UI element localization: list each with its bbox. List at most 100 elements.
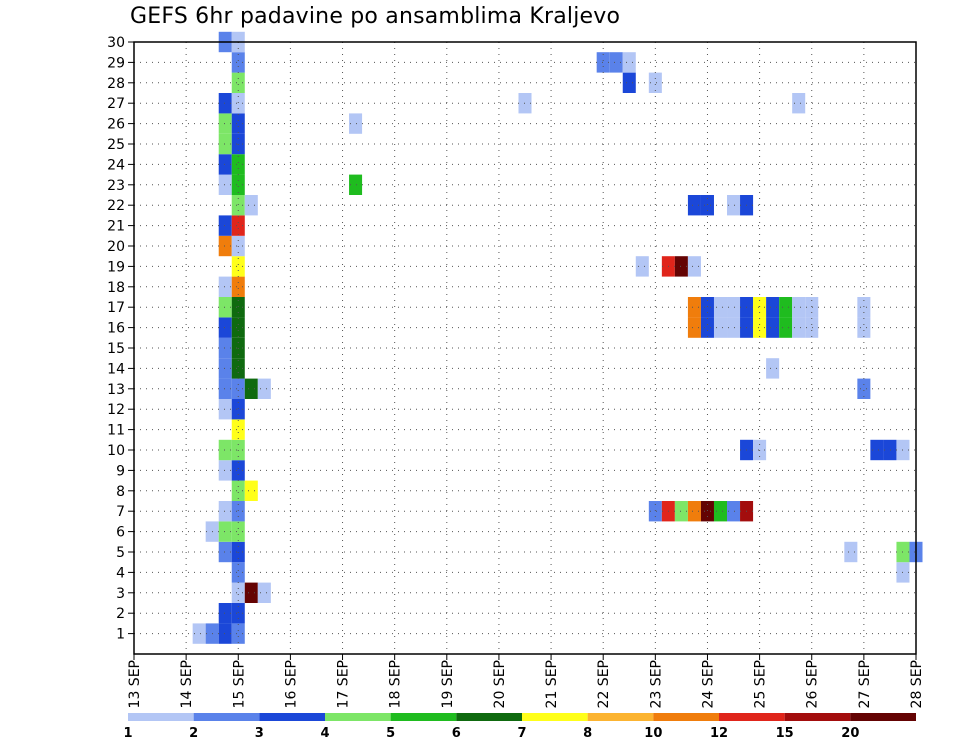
y-tick-label: 2 bbox=[116, 606, 125, 622]
heatmap-cell bbox=[257, 378, 271, 399]
heatmap-cell bbox=[596, 52, 610, 73]
x-tick-label: 20 SEP bbox=[492, 660, 508, 708]
colorbar-label: 8 bbox=[583, 726, 592, 741]
x-tick-label: 16 SEP bbox=[283, 660, 299, 708]
heatmap-cell bbox=[700, 195, 714, 216]
y-tick-label: 5 bbox=[116, 545, 125, 561]
heatmap-cell bbox=[218, 521, 232, 542]
x-tick-label: 26 SEP bbox=[805, 660, 821, 708]
heatmap-cell bbox=[231, 399, 245, 420]
y-tick-label: 10 bbox=[107, 443, 125, 459]
heatmap-cell bbox=[805, 297, 819, 318]
heatmap-cell bbox=[857, 317, 871, 338]
y-tick-label: 4 bbox=[116, 565, 125, 581]
colorbar-label: 3 bbox=[255, 726, 264, 741]
y-tick-label: 14 bbox=[107, 361, 125, 377]
heatmap-cell bbox=[700, 297, 714, 318]
colorbar-label: 4 bbox=[320, 726, 329, 741]
x-tick-label: 22 SEP bbox=[596, 660, 612, 708]
heatmap-cell bbox=[700, 317, 714, 338]
y-tick-label: 7 bbox=[116, 504, 125, 520]
heatmap-cell bbox=[648, 501, 662, 522]
heatmap-cell bbox=[218, 276, 232, 297]
y-tick-label: 21 bbox=[107, 219, 125, 235]
heatmap-cell bbox=[792, 93, 806, 114]
heatmap-cell bbox=[231, 72, 245, 93]
heatmap-cell bbox=[231, 603, 245, 624]
colorbar-label: 10 bbox=[644, 726, 662, 741]
heatmap-cell bbox=[700, 501, 714, 522]
x-tick-label: 21 SEP bbox=[544, 660, 560, 708]
colorbar-segment bbox=[522, 713, 588, 721]
heatmap-cell bbox=[727, 317, 741, 338]
x-tick-label: 19 SEP bbox=[440, 660, 456, 708]
heatmap-cell bbox=[231, 419, 245, 440]
heatmap-cell bbox=[231, 562, 245, 583]
x-tick-label: 27 SEP bbox=[857, 660, 873, 708]
heatmap-cell bbox=[713, 317, 728, 338]
heatmap-cell bbox=[218, 603, 232, 624]
x-tick-label: 15 SEP bbox=[231, 660, 247, 708]
heatmap-cell bbox=[218, 460, 232, 481]
heatmap-cell bbox=[792, 297, 806, 318]
y-tick-label: 25 bbox=[107, 137, 125, 153]
colorbar-label: 5 bbox=[386, 726, 395, 741]
colorbar-segment bbox=[587, 713, 654, 721]
heatmap-cell bbox=[231, 623, 245, 644]
y-tick-label: 18 bbox=[107, 280, 125, 296]
colorbar-label: 2 bbox=[189, 726, 198, 741]
heatmap-cell bbox=[622, 72, 636, 93]
colorbar-segment bbox=[784, 713, 851, 721]
heatmap-cell bbox=[231, 297, 245, 318]
heatmap-cell bbox=[687, 195, 701, 216]
y-tick-label: 20 bbox=[107, 239, 125, 255]
heatmap-cell bbox=[218, 154, 232, 175]
heatmap-cell bbox=[231, 174, 245, 195]
heatmap-cell bbox=[753, 297, 767, 318]
heatmap-cell bbox=[713, 501, 728, 522]
heatmap-cell bbox=[218, 378, 232, 399]
x-tick-label: 25 SEP bbox=[753, 660, 769, 708]
colorbar-segment bbox=[325, 713, 391, 721]
heatmap-cell bbox=[218, 399, 232, 420]
colorbar-label: 1 bbox=[123, 726, 132, 741]
heatmap-cell bbox=[218, 174, 232, 195]
y-tick-label: 24 bbox=[107, 157, 125, 173]
y-tick-label: 23 bbox=[107, 178, 125, 194]
colorbar-segment bbox=[653, 713, 719, 721]
x-tick-label: 14 SEP bbox=[179, 660, 195, 708]
heatmap-cell bbox=[753, 317, 767, 338]
heatmap-cell bbox=[622, 52, 636, 73]
heatmap-cell bbox=[727, 195, 741, 216]
heatmap-cell bbox=[231, 93, 245, 114]
x-tick-label: 18 SEP bbox=[388, 660, 404, 708]
y-tick-label: 26 bbox=[107, 117, 125, 133]
y-tick-label: 9 bbox=[116, 463, 125, 479]
heatmap-cell bbox=[218, 297, 232, 318]
heatmap-cell bbox=[779, 297, 793, 318]
heatmap-cell bbox=[609, 52, 623, 73]
heatmap-cell bbox=[766, 358, 780, 379]
heatmap-cell bbox=[727, 297, 741, 318]
x-tick-label: 24 SEP bbox=[700, 660, 716, 708]
y-tick-label: 29 bbox=[107, 55, 125, 71]
heatmap-cell bbox=[244, 582, 258, 603]
heatmap-cell bbox=[244, 195, 258, 216]
x-tick-label: 23 SEP bbox=[648, 660, 664, 708]
x-axis: 13 SEP 14 SEP 15 SEP 16 SEP 17 SEP 18 SEP 19 S… bbox=[127, 654, 925, 708]
heatmap-cell bbox=[231, 480, 245, 501]
heatmap-cell bbox=[805, 317, 819, 338]
heatmap-cell bbox=[231, 215, 245, 236]
x-tick-label: 13 SEP bbox=[127, 660, 143, 708]
heatmap-cell bbox=[883, 439, 897, 461]
heatmap-cell bbox=[713, 297, 728, 318]
heatmap-cell bbox=[727, 501, 741, 522]
heatmap-cell bbox=[687, 297, 701, 318]
heatmap-cell bbox=[766, 317, 780, 338]
y-tick-label: 13 bbox=[107, 382, 125, 398]
heatmap-cell bbox=[218, 358, 232, 379]
y-tick-label: 15 bbox=[107, 341, 125, 357]
heatmap-cell bbox=[857, 378, 871, 399]
